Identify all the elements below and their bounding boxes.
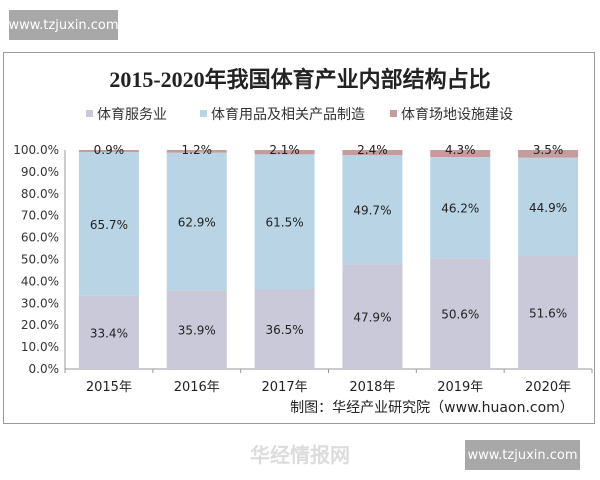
data-label: 51.6% bbox=[529, 306, 567, 320]
x-tick-label: 2017年 bbox=[262, 380, 308, 395]
bar-segment bbox=[518, 150, 579, 158]
data-label: 35.9% bbox=[178, 324, 216, 338]
data-label: 3.5% bbox=[533, 143, 564, 157]
bar-segment bbox=[518, 157, 579, 256]
bar-segment bbox=[166, 290, 227, 369]
bar-segment bbox=[342, 150, 403, 156]
legend-swatch bbox=[200, 110, 207, 117]
legend-label: 体育用品及相关产品制造 bbox=[211, 107, 365, 123]
data-label: 62.9% bbox=[178, 216, 216, 230]
bar-segment bbox=[166, 152, 227, 291]
data-label: 36.5% bbox=[266, 323, 304, 337]
y-tick-label: 10.0% bbox=[21, 340, 59, 354]
bar-segment bbox=[342, 155, 403, 265]
data-label: 2.4% bbox=[357, 143, 388, 157]
axes: 0.0% 10.0% 20.0% 30.0% 40.0% 50.0% 60.0% 70.0% 8… bbox=[13, 143, 593, 395]
bar-segment bbox=[430, 150, 491, 158]
bar-segment bbox=[518, 255, 579, 369]
data-label: 50.6% bbox=[441, 308, 479, 322]
legend-label: 体育场地设施建设 bbox=[401, 107, 513, 123]
y-tick-label: 50.0% bbox=[21, 253, 59, 267]
data-label: 46.2% bbox=[441, 202, 479, 216]
y-tick-label: 0.0% bbox=[29, 362, 60, 376]
bar-segment bbox=[254, 289, 315, 369]
logo-watermark: 华经情报网 bbox=[250, 443, 350, 467]
x-tick-label: 2015年 bbox=[86, 380, 132, 395]
bar-segment bbox=[78, 150, 139, 152]
legend-label: 体育服务业 bbox=[97, 107, 167, 123]
data-label: 61.5% bbox=[266, 216, 304, 230]
chart-frame bbox=[3, 52, 595, 424]
bar-segment bbox=[166, 150, 227, 153]
bar-segment bbox=[254, 150, 315, 155]
x-tick-label: 2016年 bbox=[174, 380, 220, 395]
data-label: 49.7% bbox=[353, 204, 391, 218]
data-label: 1.2% bbox=[182, 143, 213, 157]
bar-segment bbox=[430, 258, 491, 369]
bar-segment bbox=[430, 157, 491, 259]
watermark-top: www.tzjuxin.com bbox=[8, 10, 119, 40]
y-tick-label: 90.0% bbox=[21, 165, 59, 179]
y-tick-label: 100.0% bbox=[13, 143, 59, 157]
y-tick-label: 70.0% bbox=[21, 209, 59, 223]
y-tick-label: 80.0% bbox=[21, 187, 59, 201]
legend-swatch bbox=[390, 110, 397, 117]
source-note: 制图：华经产业研究院（www.huaon.com） bbox=[290, 400, 574, 416]
bar-segment bbox=[78, 151, 139, 296]
watermark-bottom: www.tzjuxin.com bbox=[465, 440, 580, 470]
x-tick-label: 2020年 bbox=[525, 380, 571, 395]
bar-segment bbox=[342, 264, 403, 369]
data-label: 0.9% bbox=[94, 143, 125, 157]
data-label: 47.9% bbox=[353, 311, 391, 325]
data-label: 44.9% bbox=[529, 201, 567, 215]
legend-swatch bbox=[86, 110, 93, 117]
x-tick-label: 2018年 bbox=[349, 380, 395, 395]
data-label: 2.1% bbox=[269, 143, 300, 157]
data-label: 33.4% bbox=[90, 326, 128, 340]
y-tick-label: 60.0% bbox=[21, 231, 59, 245]
x-tick-label: 2019年 bbox=[437, 380, 483, 395]
y-tick-label: 40.0% bbox=[21, 274, 59, 288]
bar-segment bbox=[78, 295, 139, 369]
y-tick-label: 20.0% bbox=[21, 318, 59, 332]
chart-title: 2015-2020年我国体育产业内部结构占比 bbox=[109, 67, 490, 92]
bars: 33.4% 65.7% 0.9% 35.9% 62.9% 1.2% 36.5% 61.5% 2.… bbox=[78, 143, 579, 369]
bar-segment bbox=[254, 154, 315, 290]
legend: 体育服务业 体育用品及相关产品制造 体育场地设施建设 bbox=[86, 107, 513, 123]
data-label: 65.7% bbox=[90, 218, 128, 232]
data-label: 4.3% bbox=[445, 143, 476, 157]
y-tick-label: 30.0% bbox=[21, 296, 59, 310]
